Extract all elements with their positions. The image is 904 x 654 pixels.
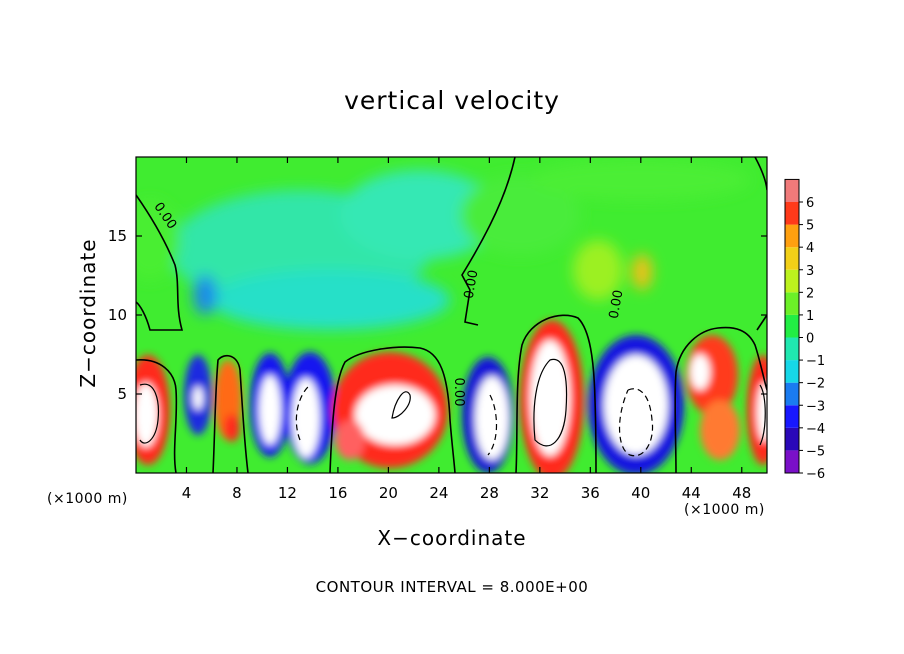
contour-label: 0.00: [462, 269, 482, 300]
upper-variations: [136, 160, 750, 330]
x-tick-label: 8: [232, 484, 242, 502]
colorbar-swatch: [785, 382, 799, 406]
contour-label: 0.00: [607, 289, 627, 320]
contour-label: 0.00: [451, 378, 466, 407]
colorbar-label: −2: [806, 377, 825, 392]
zero-contour-cell-4: [515, 314, 597, 473]
negative-contours: [295, 384, 654, 457]
colorbar-label: 6: [806, 196, 814, 211]
zero-contour-cell-2: [212, 354, 249, 473]
colorbar: 6 5 4 3 2 1 0 −1 −2 −3 −4 −5 −6: [784, 178, 825, 482]
inner-contours: [139, 358, 766, 447]
colorbar-label: −5: [806, 444, 825, 459]
zero-contour-upper-mid: [461, 157, 516, 326]
x-tick-label: 20: [379, 484, 398, 502]
colorbar-label: 5: [806, 219, 814, 234]
colorbar-swatch: [785, 247, 799, 270]
x-tick-label: 40: [631, 484, 650, 502]
zero-contour-cell-5: [674, 326, 767, 473]
chart-title: vertical velocity: [344, 86, 560, 115]
colorbar-label: 1: [806, 309, 814, 324]
zero-contour-cell-1: [136, 359, 178, 473]
colorbar-label: 2: [806, 286, 814, 301]
plot-field: [136, 157, 767, 473]
colorbar-swatch: [785, 360, 799, 383]
y-tick-label: 10: [108, 306, 127, 324]
x-tick-label: 36: [581, 484, 600, 502]
y-tick-label: 5: [117, 385, 127, 403]
colorbar-label: −6: [806, 467, 825, 482]
colorbar-swatch: [785, 202, 799, 225]
x-tick-label: 24: [429, 484, 448, 502]
x-tick-label: 4: [182, 484, 192, 502]
colorbar-swatch: [785, 269, 799, 293]
positive-contour-right: [533, 358, 568, 447]
x-tick-label: 44: [682, 484, 701, 502]
colorbar-swatch: [785, 405, 799, 428]
positive-contour-edge: [759, 384, 766, 446]
x-tick-label: 48: [732, 484, 751, 502]
x-tick-label: 12: [278, 484, 297, 502]
colorbar-label: 0: [806, 332, 814, 347]
negative-contour-1: [295, 384, 311, 441]
x-tick-label: 32: [530, 484, 549, 502]
y-tick-label: 15: [108, 227, 127, 245]
colorbar-label: −4: [806, 422, 825, 437]
zero-contour-cell-3: [329, 346, 456, 473]
contour-interval-note: CONTOUR INTERVAL = 8.000E+00: [315, 578, 589, 596]
colorbar-swatch: [785, 179, 799, 202]
colorbar-label: −1: [806, 354, 825, 369]
positive-contour-left: [139, 383, 160, 444]
zero-contour-upper-left: [136, 194, 184, 331]
zero-contours: [136, 157, 767, 473]
positive-contour-center: [391, 391, 411, 419]
colorbar-swatch: [785, 292, 799, 315]
x-tick-label: 28: [480, 484, 499, 502]
colorbar-label: 3: [806, 264, 814, 279]
colorbar-swatch: [785, 314, 799, 338]
contour-labels: 0.000.000.000.00: [150, 200, 626, 407]
colorbar-label: 4: [806, 241, 814, 256]
negative-contour-2: [487, 394, 498, 456]
colorbar-swatch: [785, 427, 799, 451]
colorbar-label: −3: [806, 399, 825, 414]
x-tick-label: 16: [328, 484, 347, 502]
negative-contour-3: [618, 388, 654, 457]
x-axis-unit-left: (×1000 m): [47, 491, 128, 507]
colorbar-swatch: [785, 450, 799, 473]
x-axis-unit-right: (×1000 m): [684, 502, 765, 518]
colorbar-swatch: [785, 224, 799, 248]
colorbar-frame: [784, 178, 800, 474]
zero-contour-edge: [756, 314, 767, 331]
colorbar-swatch: [785, 337, 799, 361]
x-axis-label: X−coordinate: [377, 526, 527, 550]
